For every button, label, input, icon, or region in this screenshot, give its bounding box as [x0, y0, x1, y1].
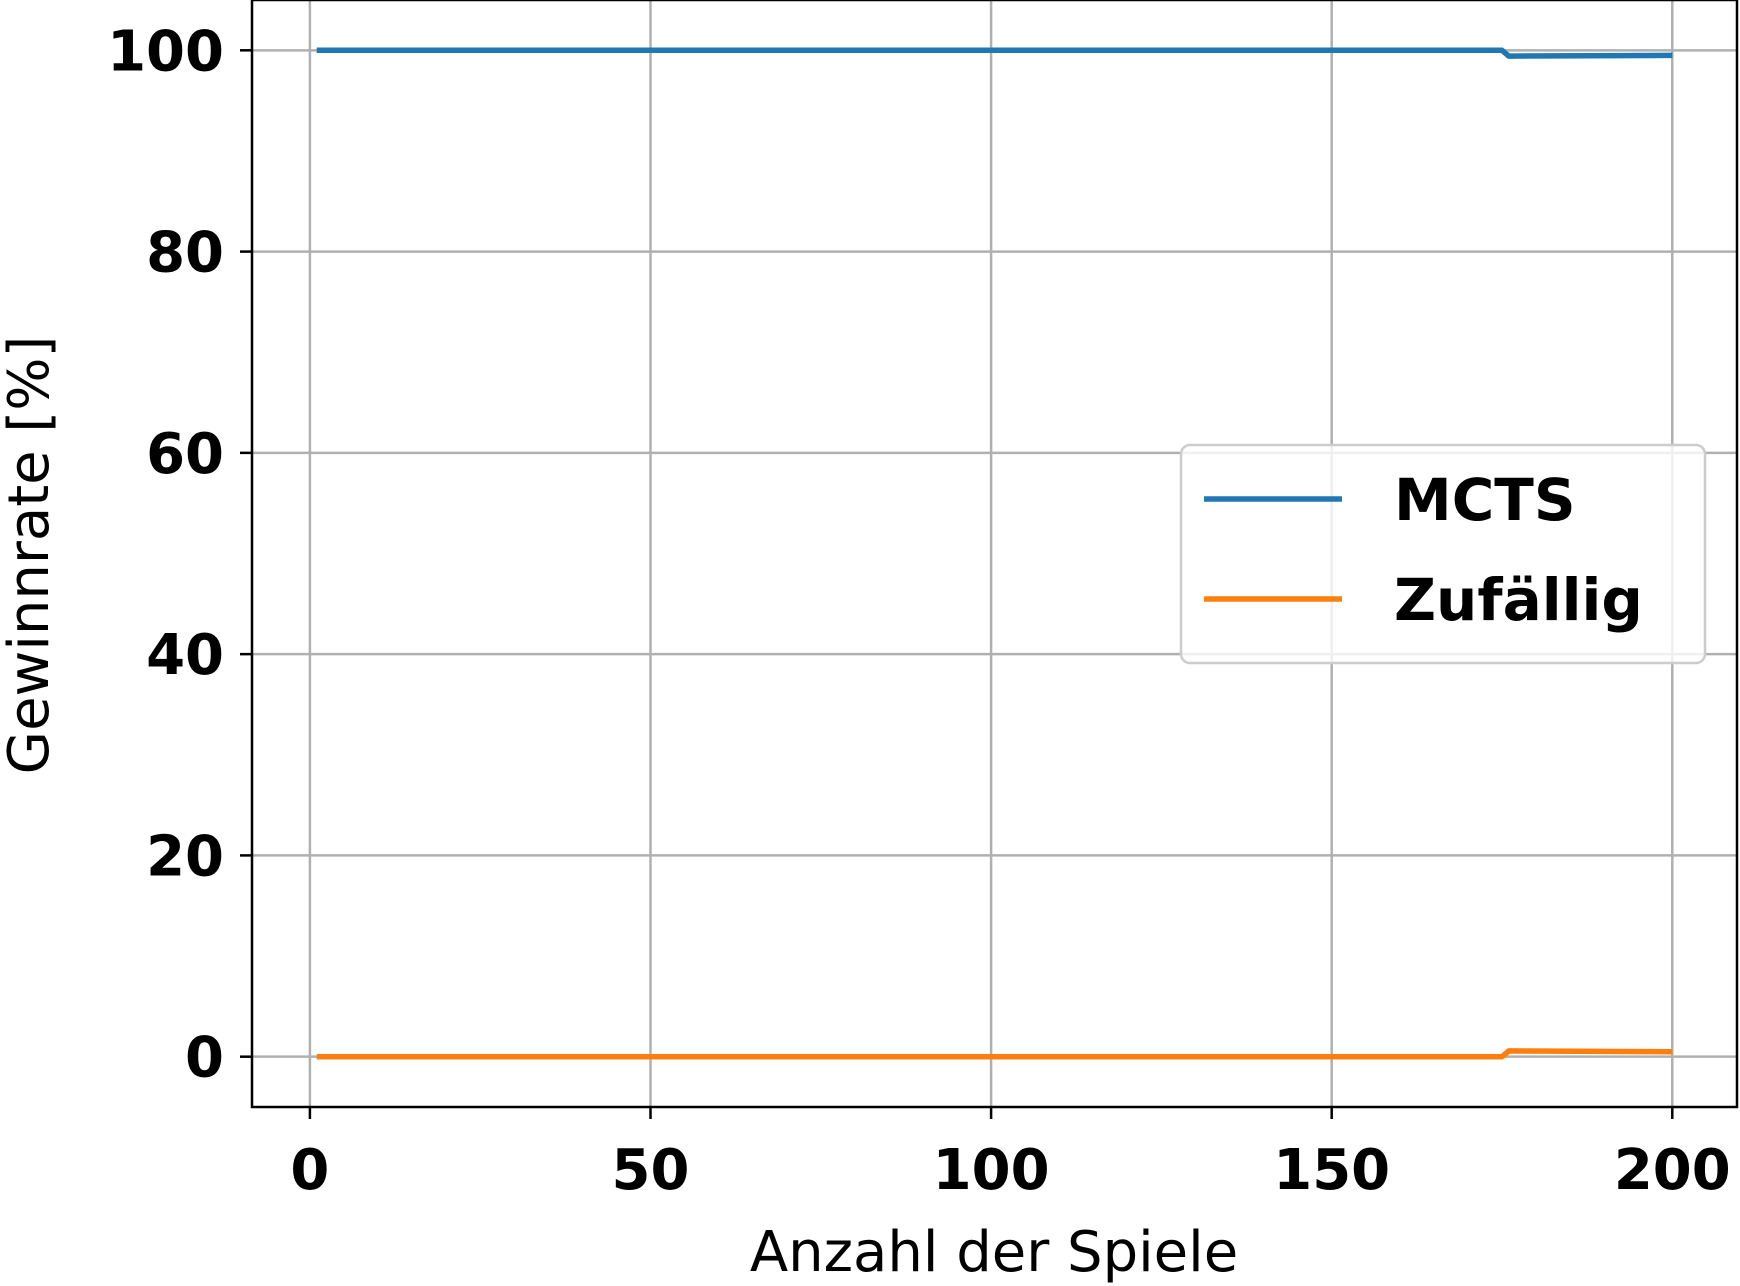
x-tick-label: 200: [1614, 1138, 1731, 1203]
x-tick-label: 0: [290, 1138, 329, 1203]
legend: MCTS Zufällig: [1179, 443, 1707, 665]
series-line-mcts: [316, 47, 1673, 59]
y-tick-label: 100: [107, 19, 224, 84]
y-tick-label: 20: [146, 824, 224, 889]
series-lines: [316, 47, 1673, 1060]
x-tick-label: 100: [933, 1138, 1050, 1203]
legend-label-mcts: MCTS: [1394, 466, 1576, 534]
axes-frame: [250, 0, 1739, 1109]
y-tick-label: 80: [146, 221, 224, 286]
y-axis-label: Gewinnrate [%]: [0, 336, 62, 775]
x-axis-label: Anzahl der Spiele: [750, 1220, 1238, 1285]
legend-label-zufallig: Zufällig: [1394, 566, 1643, 634]
series-line-zufallig: [316, 1048, 1673, 1060]
y-tick-label: 60: [146, 422, 224, 487]
y-tick-label: 0: [185, 1026, 224, 1091]
x-tick-label: 150: [1273, 1138, 1390, 1203]
x-tick-label: 50: [612, 1138, 690, 1203]
ticks: 0 50 100 150 200 0 20 40 60 80 100: [107, 19, 1731, 1203]
y-tick-label: 40: [146, 623, 224, 688]
